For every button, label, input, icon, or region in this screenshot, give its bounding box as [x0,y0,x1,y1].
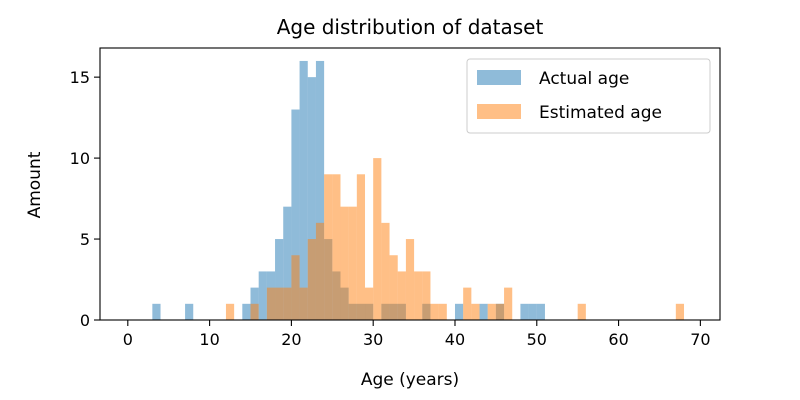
plot-frame [99,47,721,321]
legend-box [466,58,711,134]
bar-actual-age-22 [307,77,316,320]
bar-estimated-age-45 [495,303,505,320]
x-tick-label: 10 [199,330,219,349]
bar-estimated-age-25 [332,174,341,320]
bar-estimated-age-24 [324,174,333,320]
bar-estimated-age-36 [422,271,431,320]
bar-actual-age-21 [299,60,308,320]
bar-estimated-age-42 [471,303,480,320]
bar-actual-age-14 [242,303,251,320]
y-tick-label: 10 [70,149,90,168]
bar-actual-age-23 [315,60,325,320]
bar-estimated-age-12 [225,303,235,320]
x-tick-label: 20 [281,330,301,349]
legend: Actual age Estimated age [466,58,711,134]
bar-estimated-age-67 [675,303,685,320]
bar-actual-age-48 [520,303,529,320]
y-tick-label: 0 [80,311,90,330]
bar-estimated-age-23 [315,222,325,320]
bar-estimated-age-41 [463,287,472,320]
bar-actual-age-49 [528,303,537,320]
y-axis-label: Amount [25,151,45,218]
bar-actual-age-40 [454,303,464,320]
bar-actual-age-16 [258,271,267,320]
bar-actual-age-19 [283,206,292,320]
bar-estimated-age-37 [430,303,439,320]
bar-estimated-age-18 [275,287,284,320]
bar-estimated-age-21 [299,287,308,320]
bar-estimated-age-34 [405,239,415,320]
bar-estimated-age-29 [365,287,374,320]
bar-estimated-age-46 [504,287,513,320]
x-tick-label: 0 [123,330,133,349]
y-tick-label: 5 [80,230,90,249]
bar-estimated-age-35 [414,271,423,320]
bar-estimated-age-31 [381,222,390,320]
y-axis-ticks: 0 5 10 15 [70,68,100,330]
chart-title: Age distribution of dataset [277,15,544,39]
bar-actual-age-3 [152,303,161,320]
bar-estimated-age-22 [307,239,316,320]
bar-estimated-age-15 [250,303,259,320]
legend-label-estimated-age: Estimated age [539,103,662,123]
bars-layer [152,60,685,321]
bar-estimated-age-38 [438,303,447,320]
bar-estimated-age-55 [577,303,586,320]
x-axis-ticks: 0 10 20 30 40 50 60 70 [123,320,711,349]
bar-estimated-age-27 [348,206,357,320]
bar-actual-age-50 [536,303,545,320]
legend-swatch-actual-age [477,70,521,85]
x-tick-label: 70 [690,330,710,349]
bar-estimated-age-20 [291,255,300,320]
legend-label-actual-age: Actual age [539,69,629,89]
bar-actual-age-18 [275,239,284,320]
bar-estimated-age-32 [389,255,398,320]
x-tick-label: 30 [363,330,383,349]
x-tick-label: 40 [445,330,465,349]
bar-actual-age-20 [291,109,300,321]
x-tick-label: 60 [608,330,628,349]
y-tick-label: 15 [70,68,90,87]
bar-estimated-age-44 [487,303,496,320]
bar-estimated-age-28 [356,174,366,320]
bar-estimated-age-19 [283,287,292,320]
bar-actual-age-7 [185,303,194,320]
bar-estimated-age-26 [340,206,349,320]
bar-estimated-age-17 [266,287,276,320]
x-axis-label: Age (years) [361,370,459,390]
bar-estimated-age-30 [373,158,382,320]
x-tick-label: 50 [527,330,547,349]
legend-swatch-estimated-age [477,104,521,119]
bar-actual-age-43 [479,303,488,320]
bar-estimated-age-33 [397,271,406,320]
